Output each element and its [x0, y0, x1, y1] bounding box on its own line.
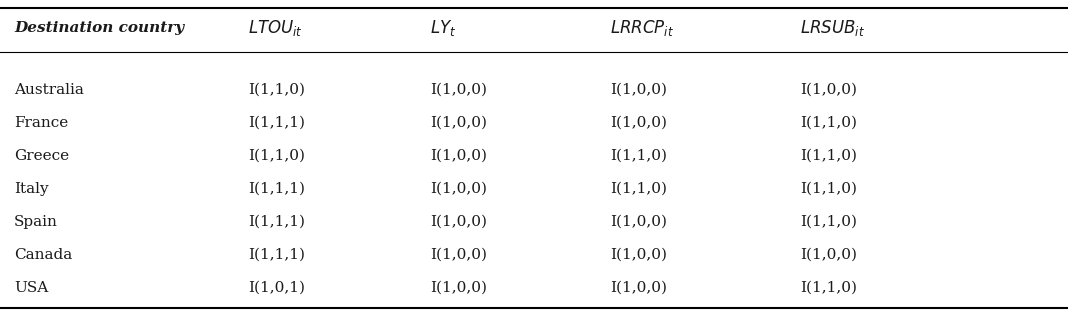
Text: I(1,1,0): I(1,1,0): [610, 149, 668, 163]
Text: I(1,0,0): I(1,0,0): [610, 281, 668, 295]
Text: I(1,1,0): I(1,1,0): [248, 149, 305, 163]
Text: Italy: Italy: [14, 182, 49, 196]
Text: I(1,1,1): I(1,1,1): [248, 248, 305, 262]
Text: I(1,1,0): I(1,1,0): [610, 182, 668, 196]
Text: I(1,0,0): I(1,0,0): [430, 281, 487, 295]
Text: Spain: Spain: [14, 215, 58, 229]
Text: I(1,0,0): I(1,0,0): [610, 215, 668, 229]
Text: I(1,0,0): I(1,0,0): [430, 182, 487, 196]
Text: I(1,0,0): I(1,0,0): [610, 116, 668, 130]
Text: I(1,1,0): I(1,1,0): [800, 182, 857, 196]
Text: USA: USA: [14, 281, 48, 295]
Text: $\mathit{LRSUB}_{it}$: $\mathit{LRSUB}_{it}$: [800, 18, 865, 38]
Text: I(1,1,0): I(1,1,0): [800, 281, 857, 295]
Text: $\mathit{LTOU}_{it}$: $\mathit{LTOU}_{it}$: [248, 18, 303, 38]
Text: I(1,0,0): I(1,0,0): [800, 248, 857, 262]
Text: I(1,1,1): I(1,1,1): [248, 182, 305, 196]
Text: $\mathit{LY}_{t}$: $\mathit{LY}_{t}$: [430, 18, 456, 38]
Text: I(1,1,1): I(1,1,1): [248, 116, 305, 130]
Text: I(1,0,0): I(1,0,0): [430, 83, 487, 97]
Text: I(1,1,0): I(1,1,0): [800, 215, 857, 229]
Text: I(1,1,1): I(1,1,1): [248, 215, 305, 229]
Text: $\mathit{LRRCP}_{it}$: $\mathit{LRRCP}_{it}$: [610, 18, 674, 38]
Text: France: France: [14, 116, 68, 130]
Text: I(1,1,0): I(1,1,0): [800, 149, 857, 163]
Text: I(1,0,0): I(1,0,0): [610, 83, 668, 97]
Text: Destination country: Destination country: [14, 21, 184, 35]
Text: I(1,0,0): I(1,0,0): [430, 116, 487, 130]
Text: I(1,0,0): I(1,0,0): [800, 83, 857, 97]
Text: I(1,0,0): I(1,0,0): [610, 248, 668, 262]
Text: I(1,1,0): I(1,1,0): [800, 116, 857, 130]
Text: I(1,1,0): I(1,1,0): [248, 83, 305, 97]
Text: I(1,0,0): I(1,0,0): [430, 215, 487, 229]
Text: Australia: Australia: [14, 83, 84, 97]
Text: Greece: Greece: [14, 149, 69, 163]
Text: Canada: Canada: [14, 248, 73, 262]
Text: I(1,0,0): I(1,0,0): [430, 248, 487, 262]
Text: I(1,0,0): I(1,0,0): [430, 149, 487, 163]
Text: I(1,0,1): I(1,0,1): [248, 281, 305, 295]
